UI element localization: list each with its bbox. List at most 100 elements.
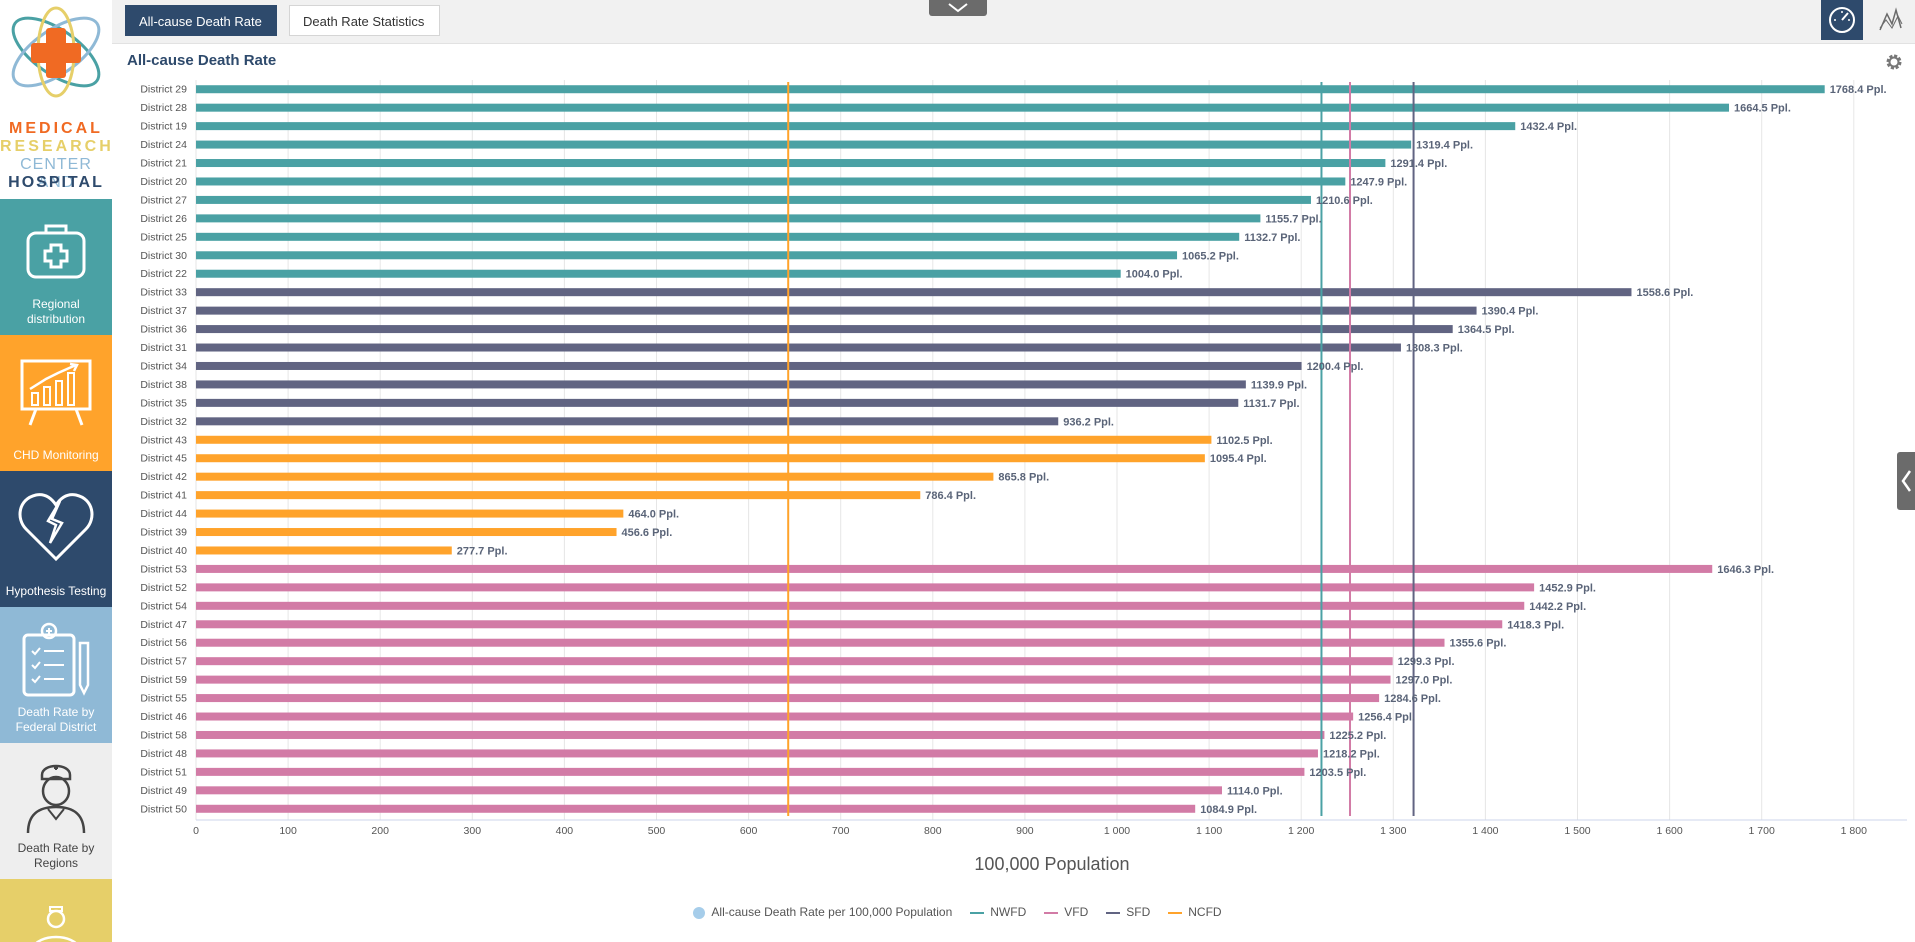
data-label: 1256.4 Ppl. <box>1358 712 1415 724</box>
x-tick-label: 1 700 <box>1749 825 1775 837</box>
data-label: 1319.4 Ppl. <box>1416 140 1473 152</box>
x-tick-label: 200 <box>371 825 389 837</box>
bar <box>196 361 1302 370</box>
category-label: District 40 <box>140 545 187 557</box>
legend-item[interactable]: NCFD <box>1168 904 1222 919</box>
category-label: District 52 <box>140 582 187 594</box>
tab-death-rate-statistics[interactable]: Death Rate Statistics <box>289 5 440 36</box>
bar <box>196 491 921 500</box>
nav-death-rate-regions[interactable]: Death Rate by Regions <box>0 743 112 879</box>
legend-item[interactable]: All-cause Death Rate per 100,000 Populat… <box>693 905 952 919</box>
legend-item[interactable]: VFD <box>1044 905 1088 919</box>
category-label: District 38 <box>140 379 187 391</box>
x-tick-label: 500 <box>648 825 666 837</box>
reference-lines <box>787 82 1415 816</box>
chart-legend: All-cause Death Rate per 100,000 Populat… <box>0 904 1915 919</box>
nav-chd-monitoring[interactable]: CHD Monitoring <box>0 335 112 471</box>
x-tick-label: 1 500 <box>1564 825 1590 837</box>
x-tick-label: 1 800 <box>1841 825 1867 837</box>
bar <box>196 620 1503 629</box>
logo-line-3: CENTER AND <box>20 156 92 191</box>
category-label: District 27 <box>140 194 187 206</box>
bar <box>196 601 1525 610</box>
bar <box>196 159 1386 168</box>
category-label: District 20 <box>140 176 187 188</box>
data-label: 1139.9 Ppl. <box>1251 379 1307 391</box>
data-label: 1646.3 Ppl. <box>1717 564 1774 576</box>
category-label: District 29 <box>140 84 187 96</box>
nav-label: Hypothesis Testing <box>5 584 107 598</box>
nav-label: CHD Monitoring <box>13 448 99 462</box>
bar <box>196 398 1239 407</box>
bar <box>196 140 1412 149</box>
category-label: District 26 <box>140 213 187 225</box>
bar <box>196 417 1059 426</box>
chart-view-button[interactable] <box>1870 0 1910 40</box>
legend-item[interactable]: SFD <box>1106 905 1150 919</box>
bar <box>196 85 1825 94</box>
bar <box>196 325 1453 334</box>
category-label: District 49 <box>140 785 187 797</box>
data-label: 1155.7 Ppl. <box>1265 213 1321 225</box>
data-label: 1247.9 Ppl. <box>1350 176 1407 188</box>
chevron-left-icon <box>1901 470 1912 492</box>
x-tick-label: 100 <box>279 825 297 837</box>
category-label: District 56 <box>140 637 187 649</box>
legend-item[interactable]: NWFD <box>970 905 1026 919</box>
presentation-chart-icon <box>20 359 92 426</box>
category-label: District 41 <box>140 490 187 502</box>
category-label: District 30 <box>140 250 187 262</box>
nav-regional-distribution[interactable]: Regional distribution <box>0 199 112 335</box>
bar <box>196 564 1713 573</box>
speedometer-icon <box>1829 7 1855 33</box>
nav-label: Death Rate by Regions <box>17 841 95 870</box>
nav-death-rate-federal-district[interactable]: Death Rate by Federal District <box>0 607 112 743</box>
data-label: 1203.5 Ppl. <box>1309 767 1366 779</box>
x-tick-label: 1 000 <box>1104 825 1130 837</box>
category-label: District 32 <box>140 416 187 428</box>
tab-all-cause-death-rate[interactable]: All-cause Death Rate <box>125 5 277 36</box>
data-label: 1284.6 Ppl. <box>1384 693 1441 705</box>
data-label: 1390.4 Ppl. <box>1482 306 1539 318</box>
category-label: District 36 <box>140 324 187 336</box>
category-label: District 39 <box>140 527 187 539</box>
nav-label: Death Rate by Federal District <box>15 705 97 734</box>
side-panel-toggle[interactable] <box>1897 452 1915 510</box>
data-label: 464.0 Ppl. <box>628 509 679 521</box>
legend-label: NCFD <box>1188 904 1222 919</box>
data-label: 936.2 Ppl. <box>1063 416 1114 428</box>
x-tick-label: 900 <box>1016 825 1034 837</box>
category-label: District 58 <box>140 729 187 741</box>
category-label: District 34 <box>140 360 187 372</box>
data-label: 786.4 Ppl. <box>925 490 976 502</box>
category-label: District 54 <box>140 600 187 612</box>
nav-hypothesis-testing[interactable]: Hypothesis Testing <box>0 471 112 607</box>
nav-medical-staff[interactable] <box>0 879 112 942</box>
hospital-logo[interactable]: MEDICAL RESEARCH CENTER AND HOSPITAL <box>0 0 112 199</box>
dashboard-button[interactable] <box>1821 0 1863 40</box>
data-label: 1297.0 Ppl. <box>1396 675 1453 687</box>
category-label: District 37 <box>140 305 187 317</box>
category-label: District 31 <box>140 342 187 354</box>
bar <box>196 269 1121 278</box>
category-label: District 48 <box>140 748 187 760</box>
data-label: 1132.7 Ppl. <box>1244 232 1300 244</box>
category-label: District 44 <box>140 508 187 520</box>
broken-heart-icon <box>18 493 94 562</box>
bar <box>196 767 1305 776</box>
bar <box>196 380 1246 389</box>
bar <box>196 343 1401 352</box>
collapse-header-button[interactable] <box>929 0 987 16</box>
bar <box>196 638 1445 647</box>
data-label: 1102.5 Ppl. <box>1216 435 1272 447</box>
data-label: 1004.0 Ppl. <box>1126 269 1183 281</box>
legend-swatch <box>693 906 706 919</box>
category-label: District 46 <box>140 711 187 723</box>
bar <box>196 546 452 555</box>
category-label: District 35 <box>140 397 187 409</box>
data-label: 1131.7 Ppl. <box>1243 398 1299 410</box>
gear-icon[interactable] <box>1884 52 1904 72</box>
category-label: District 42 <box>140 471 187 483</box>
bar <box>196 804 1196 813</box>
bar <box>196 472 994 481</box>
